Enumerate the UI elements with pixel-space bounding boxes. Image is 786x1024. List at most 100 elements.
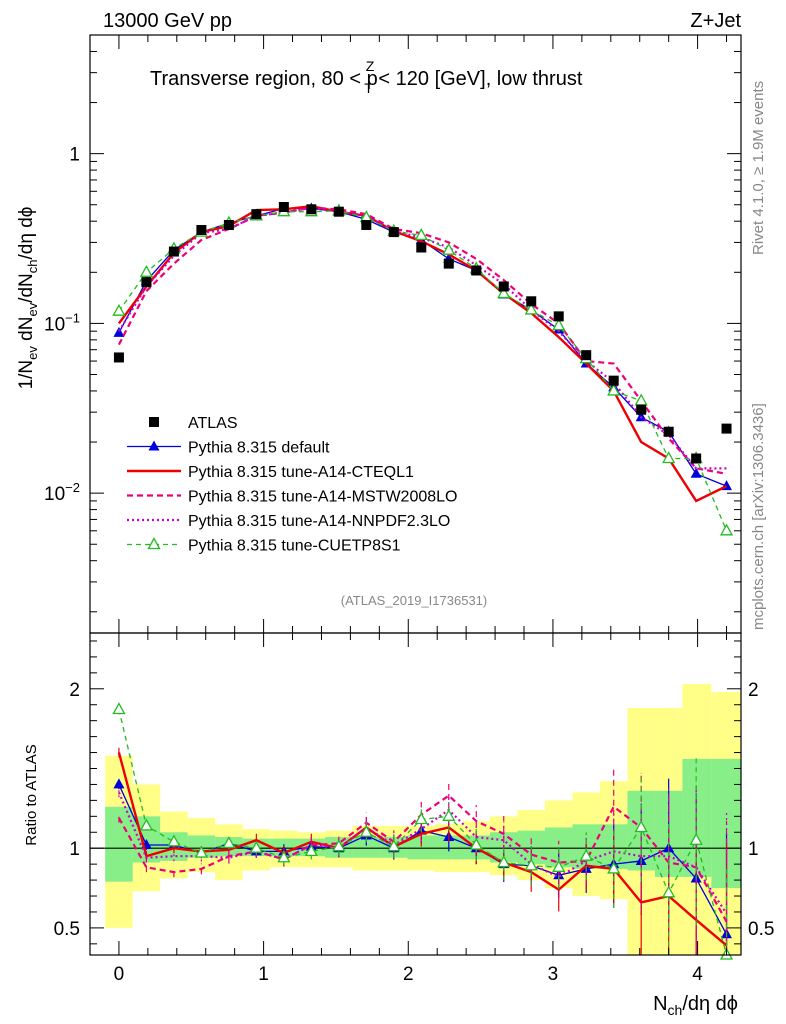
point-atlas [416, 242, 427, 253]
point-atlas [168, 246, 179, 257]
series-line-cuetp [118, 210, 728, 532]
x-tick-label: 4 [692, 964, 703, 985]
ratio-point-cuetp [222, 836, 236, 849]
x-tick-label: 3 [548, 964, 559, 985]
process-label: Z+Jet [690, 10, 741, 32]
ratio-point-cuetp [249, 840, 263, 853]
x-tick-label: 1 [258, 964, 269, 985]
band-inner-bin [352, 837, 381, 858]
ratio-point-cuetp [579, 848, 593, 861]
ratio-panel-series [112, 702, 734, 960]
ratio-point-cuetp [442, 808, 456, 821]
ratio-point-cuetp [359, 824, 373, 837]
ratio-point-cuetp [662, 885, 676, 898]
point-atlas [361, 219, 372, 230]
legend-label-atlas: ATLAS [188, 415, 238, 432]
legend-label-mstw: Pythia 8.315 tune-A14-MSTW2008LO [188, 489, 457, 506]
ratio-point-cuetp [139, 818, 154, 831]
ratio-point-default [113, 778, 125, 789]
ratio-point-cuetp [112, 702, 126, 715]
y-tick-label-ratio: 1 [69, 839, 80, 860]
point-default [690, 467, 702, 478]
band-inner-bin [682, 758, 712, 877]
ratio-point-cuetp [194, 845, 208, 858]
point-atlas [691, 453, 702, 464]
point-default [113, 326, 125, 337]
y-tick-label-ratio-right: 1 [748, 839, 759, 860]
ratio-point-cuetp [524, 858, 538, 871]
uncertainty-bands [105, 684, 741, 955]
series-line-cteql1 [117, 205, 728, 503]
point-cuetp [497, 286, 511, 299]
ratio-point-cuetp [167, 834, 181, 847]
main-panel-series [112, 201, 734, 536]
ratio-point-cuetp [414, 812, 428, 825]
ratio-point-cuetp [387, 839, 401, 852]
point-atlas [278, 201, 289, 212]
point-atlas [306, 204, 317, 215]
legend-label-cuetp: Pythia 8.315 tune-CUETP8S1 [188, 538, 401, 555]
x-tick-label: 0 [114, 964, 125, 985]
y-tick-label-main: 10−2 [44, 480, 80, 505]
point-atlas [141, 277, 152, 288]
point-atlas [223, 219, 234, 230]
point-atlas [196, 224, 207, 235]
y-tick-label-ratio: 2 [69, 680, 80, 701]
point-atlas [581, 350, 592, 361]
point-atlas [636, 404, 647, 415]
point-cuetp [442, 242, 456, 255]
point-atlas [721, 423, 732, 434]
point-cuetp [552, 318, 566, 331]
legend-label-nnpdf: Pythia 8.315 tune-A14-NNPDF2.3LO [188, 513, 450, 530]
axis-ticks: 0 1 2 3 4 10−2 10−1 1 0.5 0.5 1 1 2 2 [44, 34, 774, 985]
x-axis-label: Nch/dη dϕ [653, 993, 738, 1018]
ratio-point-cuetp [469, 837, 483, 850]
point-atlas [251, 209, 262, 220]
legend-marker-atlas [149, 417, 159, 427]
ratio-point-cuetp [304, 844, 318, 857]
point-cuetp [139, 264, 154, 277]
y-tick-label-main: 1 [69, 145, 80, 166]
y-tick-label-ratio-right: 2 [748, 680, 759, 701]
point-atlas [526, 296, 537, 307]
point-atlas [663, 426, 674, 437]
legend-label-default: Pythia 8.315 default [188, 440, 330, 457]
point-atlas [608, 375, 619, 386]
ratio-point-cuetp [277, 850, 291, 863]
ratio-point-cuetp [552, 859, 566, 872]
point-atlas [443, 258, 454, 269]
energy-label: 13000 GeV pp [103, 10, 232, 32]
point-cuetp [719, 523, 734, 536]
point-cuetp [607, 383, 621, 396]
x-tick-label: 2 [403, 964, 414, 985]
y-tick-label-ratio: 0.5 [54, 919, 80, 940]
mcplots-label: mcplots.cern.ch [arXiv:1306.3436] [750, 403, 767, 630]
point-atlas [113, 352, 124, 363]
point-cuetp [414, 228, 428, 241]
series-line-nnpdf [117, 206, 727, 470]
point-atlas [498, 281, 509, 292]
point-atlas [388, 227, 399, 238]
y-tick-label-main: 10−1 [44, 310, 80, 335]
y-axis-label-ratio: Ratio to ATLAS [23, 744, 40, 845]
legend-marker-cuetp [147, 537, 161, 550]
ratio-point-cuetp [497, 855, 511, 868]
band-inner-bin [407, 835, 436, 860]
ratio-panel-frame [89, 632, 742, 956]
legend-marker-default [148, 440, 160, 451]
ratio-point-cuetp [332, 839, 346, 852]
y-axis-label-main: 1/Nev dNev/dNch/dη dϕ [16, 207, 40, 390]
point-atlas [471, 265, 482, 276]
point-atlas [333, 206, 344, 217]
point-cuetp [524, 302, 538, 315]
legend-label-cteql1: Pythia 8.315 tune-A14-CTEQL1 [188, 464, 414, 481]
panel-frames [89, 34, 742, 956]
legend: ATLAS Pythia 8.315 default Pythia 8.315 tu… [127, 415, 457, 555]
point-cuetp [662, 451, 676, 464]
analysis-id: (ATLAS_2019_I1736531) [341, 593, 487, 608]
ratio-point-cuetp [607, 861, 621, 874]
y-tick-label-ratio-right: 0.5 [748, 919, 774, 940]
region-title: Transverse region, 80 < pZ T < 120 [GeV],… [150, 58, 583, 96]
point-cuetp [112, 303, 126, 316]
